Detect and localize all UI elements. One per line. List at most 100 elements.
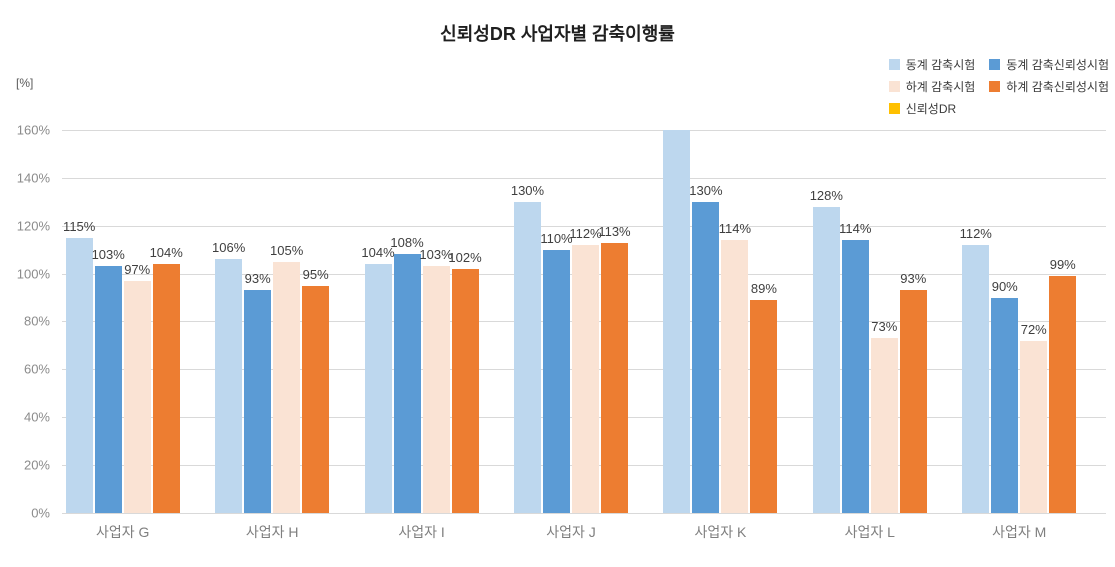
- bar-data-label: 103%: [91, 247, 125, 262]
- legend-item: 하계 감축시험: [888, 78, 976, 95]
- bar: 113%: [598, 224, 631, 513]
- gridline: [62, 130, 1106, 131]
- x-axis-category-label: 사업자 G: [96, 524, 150, 540]
- gridline: [62, 226, 1106, 227]
- bar: 114%: [719, 221, 751, 513]
- bar-data-label: 115%: [63, 219, 96, 234]
- y-axis-tick-label: 120%: [16, 218, 50, 234]
- legend-item: 신뢰성DR: [888, 100, 976, 117]
- bar: 104%: [361, 245, 395, 513]
- bar: 93%: [899, 271, 927, 513]
- bar: 115%: [63, 219, 95, 513]
- gridline: [62, 513, 1106, 514]
- legend-label: 동계 감축신뢰성시험: [1006, 58, 1109, 72]
- bar-data-label: 97%: [124, 262, 151, 277]
- bar-group: 128% 114% 73% 93%: [795, 130, 944, 513]
- bar: 130%: [689, 183, 723, 513]
- legend-label: 하계 감축시험: [905, 80, 976, 94]
- bar: 108%: [390, 235, 424, 513]
- bar-data-label: 106%: [212, 240, 246, 255]
- y-axis-tick-label: 0%: [31, 505, 50, 521]
- legend-swatch-icon: [888, 103, 900, 114]
- bar-data-label: 93%: [244, 271, 271, 286]
- bar: 72%: [1020, 322, 1048, 513]
- bar-data-label: 90%: [991, 279, 1018, 294]
- legend-label: 하계 감축신뢰성시험: [1006, 80, 1109, 94]
- bar-data-label: 102%: [448, 250, 482, 265]
- bar-group: 130% 114% 89%: [646, 130, 795, 513]
- bar: 89%: [750, 281, 778, 513]
- bar-groups: 115% 103% 97% 104% 106% 93% 105% 95% 104% 108% 103…: [48, 130, 1094, 513]
- bar: 110%: [540, 231, 573, 513]
- bar-data-label: 108%: [390, 235, 424, 250]
- bar: 105%: [270, 243, 303, 513]
- bar-data-label: 130%: [510, 183, 545, 198]
- gridline: [62, 178, 1106, 179]
- x-axis-category-label: 사업자 J: [546, 524, 596, 540]
- bar-data-label: 73%: [871, 319, 898, 334]
- x-axis-labels: 사업자 G 사업자 H 사업자 I 사업자 J 사업자 K 사업자 L 사업자 M: [48, 522, 1094, 542]
- bar-data-label: 128%: [809, 188, 843, 203]
- bar: 95%: [302, 267, 330, 513]
- y-axis-tick-label: 60%: [23, 361, 50, 377]
- chart-title: 신뢰성DR 사업자별 감축이행률: [440, 24, 675, 44]
- legend-swatch-icon: [989, 81, 1001, 92]
- y-axis-tick-label: 160%: [16, 122, 50, 138]
- x-axis-category-label: 사업자 I: [398, 524, 445, 540]
- bar-data-label: 103%: [419, 247, 453, 262]
- bar-group: 130% 110% 112% 113%: [496, 130, 645, 513]
- bar-data-label: 105%: [270, 243, 304, 258]
- bar: 102%: [448, 250, 482, 513]
- y-axis-unit-label: [%]: [16, 76, 34, 90]
- bar-data-label: 72%: [1020, 322, 1047, 337]
- y-axis-tick-label: 100%: [16, 266, 50, 282]
- bar: 112%: [960, 226, 992, 513]
- legend-swatch-icon: [888, 59, 900, 70]
- bar-data-label: 104%: [361, 245, 395, 260]
- bar: 90%: [991, 279, 1019, 513]
- bar-group: 112% 90% 72% 99%: [945, 130, 1094, 513]
- bar: 93%: [244, 271, 272, 513]
- bar: 103%: [92, 247, 125, 513]
- legend-item: 동계 감축신뢰성시험: [989, 56, 1109, 73]
- bar-group: 104% 108% 103% 102%: [347, 130, 496, 513]
- bar: 97%: [123, 262, 151, 513]
- bar-group: 115% 103% 97% 104%: [48, 130, 197, 513]
- bar-group: 106% 93% 105% 95%: [197, 130, 346, 513]
- legend-item: 동계 감축시험: [888, 56, 976, 73]
- x-axis-category-label: 사업자 L: [844, 524, 895, 540]
- bar-data-label: 112%: [569, 226, 602, 241]
- bar-data-label: 99%: [1049, 257, 1076, 272]
- bar-data-label: 113%: [598, 224, 631, 239]
- bar-data-label: 95%: [302, 267, 329, 282]
- bar-data-label: 130%: [689, 183, 723, 198]
- bar-data-label: 110%: [540, 231, 573, 246]
- bar-data-label: 104%: [149, 245, 183, 260]
- legend-swatch-icon: [989, 59, 1001, 70]
- legend-label: 동계 감축시험: [905, 58, 976, 72]
- y-axis-tick-label: 80%: [23, 313, 50, 329]
- y-axis-tick-label: 20%: [23, 457, 50, 473]
- bar-data-label: 112%: [959, 226, 992, 241]
- x-axis-category-label: 사업자 K: [694, 524, 747, 540]
- bar: 104%: [150, 245, 183, 513]
- x-axis-category-label: 사업자 M: [992, 524, 1047, 540]
- bar: 73%: [870, 319, 898, 513]
- bar-data-label: 89%: [750, 281, 777, 296]
- bar: [663, 130, 691, 513]
- bar-data-label: 114%: [718, 221, 752, 236]
- y-axis-tick-label: 40%: [23, 409, 50, 425]
- legend-item: 하계 감축신뢰성시험: [989, 78, 1109, 95]
- bar: 128%: [810, 188, 843, 513]
- bar-data-label: 114%: [839, 221, 872, 236]
- bar: 99%: [1049, 257, 1077, 513]
- y-axis-tick-label: 140%: [16, 170, 50, 186]
- bar: 112%: [569, 226, 602, 513]
- legend-swatch-icon: [888, 81, 900, 92]
- legend-label: 신뢰성DR: [905, 102, 957, 116]
- bar: 114%: [839, 221, 871, 513]
- bar: 130%: [511, 183, 544, 513]
- bar: 106%: [212, 240, 245, 513]
- bar: 103%: [419, 247, 453, 513]
